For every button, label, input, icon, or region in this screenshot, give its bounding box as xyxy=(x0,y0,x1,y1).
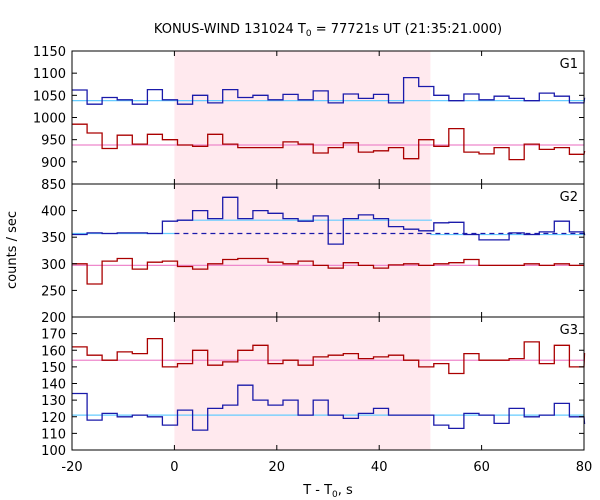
x-tick-label: 0 xyxy=(170,460,178,475)
panel-g2-y-tick-label: 400 xyxy=(41,205,66,220)
panel-g3-y-tick-label: 120 xyxy=(41,411,66,426)
panel-g2-y-tick-label: 300 xyxy=(41,258,66,273)
x-tick-label: 60 xyxy=(473,460,490,475)
panel-g3-label: G3 xyxy=(560,323,578,338)
panel-g3-shaded-interval xyxy=(174,317,431,450)
panel-g3-series-red xyxy=(72,337,586,375)
panel-g2-y-tick-label: 250 xyxy=(41,284,66,299)
panel-g1-y-tick-label: 950 xyxy=(41,134,66,149)
panel-g3-y-tick-label: 140 xyxy=(41,378,66,393)
x-label-main: T - T xyxy=(302,483,332,498)
panel-g2-series-red xyxy=(72,257,585,285)
x-label-rest: , s xyxy=(338,483,353,498)
panel-g3-y-tick-label: 160 xyxy=(41,344,66,359)
panel-g1-series-blue xyxy=(72,76,586,105)
panel-g1-y-tick-label: 1000 xyxy=(33,112,66,127)
panel-g1-y-tick-label: 850 xyxy=(41,178,66,193)
panel-g1-shaded-interval xyxy=(174,51,431,184)
panel-g2-shaded-interval xyxy=(174,184,431,317)
chart-title: KONUS-WIND 131024 T0 = 77721s UT (21:35:… xyxy=(154,22,502,39)
y-axis-label: counts / sec xyxy=(5,211,20,289)
title-subscript: 0 xyxy=(306,29,312,39)
panel-g3-y-tick-label: 110 xyxy=(41,427,66,442)
panel-g1-y-tick-label: 1150 xyxy=(33,45,66,60)
x-tick-label: 80 xyxy=(576,460,593,475)
panel-g3-y-tick-label: 170 xyxy=(41,328,66,343)
x-axis-label: T - T0, s xyxy=(302,483,353,500)
plot-area: 8509009501000105011001150G12002503003504… xyxy=(33,45,592,475)
x-tick-label: 40 xyxy=(371,460,388,475)
panel-g1-y-tick-label: 1050 xyxy=(33,89,66,104)
panel-g2-y-tick-label: 350 xyxy=(41,231,66,246)
panel-g3-y-tick-label: 130 xyxy=(41,394,66,409)
panel-g3-series-blue xyxy=(72,384,586,431)
panel-g2-label: G2 xyxy=(560,190,578,205)
panel-g3-y-tick-label: 100 xyxy=(41,444,66,459)
panel-g1-y-tick-label: 900 xyxy=(41,156,66,171)
title-rest: = 77721s UT (21:35:21.000) xyxy=(312,22,502,37)
panel-g2-series-blue xyxy=(72,196,586,245)
panel-g3-y-tick-label: 150 xyxy=(41,361,66,376)
x-tick-label: -20 xyxy=(61,460,82,475)
panel-g1-y-tick-label: 1100 xyxy=(33,67,66,82)
panel-g1-series-red xyxy=(72,123,586,161)
x-label-subscript: 0 xyxy=(332,490,338,500)
x-tick-label: 20 xyxy=(269,460,286,475)
title-main: KONUS-WIND 131024 T xyxy=(154,22,306,37)
panel-g1-label: G1 xyxy=(560,57,578,72)
panel-g2-y-tick-label: 200 xyxy=(41,311,66,326)
